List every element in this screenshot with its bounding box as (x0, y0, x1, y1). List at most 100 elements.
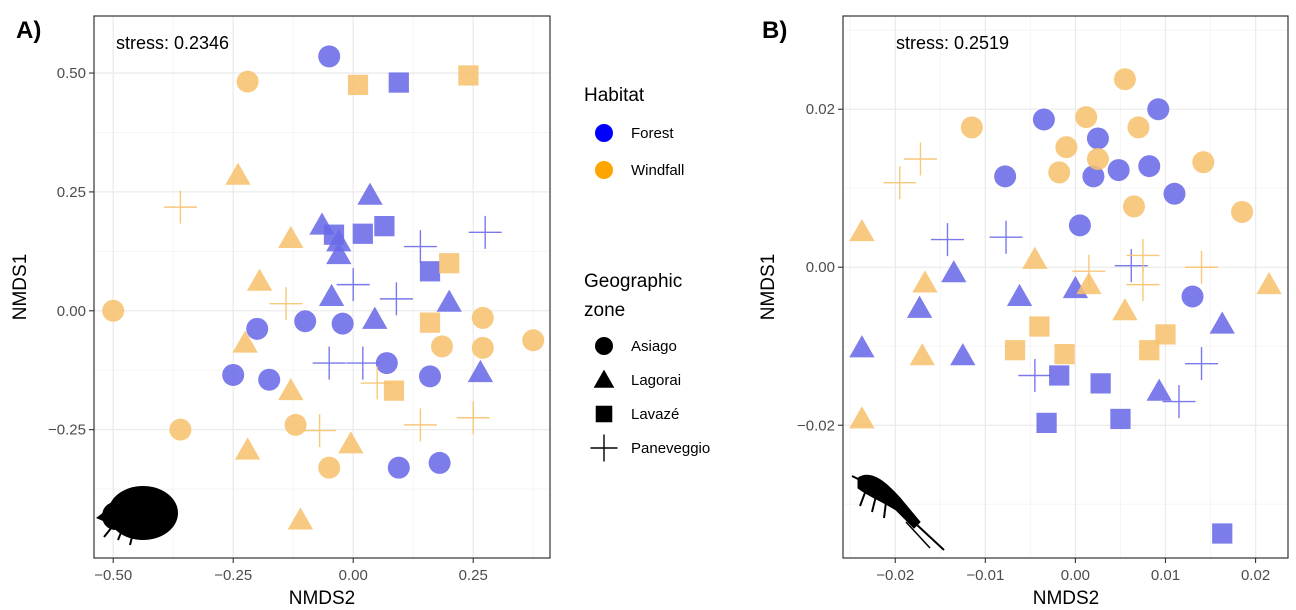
point-forest-triangle (318, 283, 345, 306)
point-windfall-plus (1185, 250, 1219, 284)
point-windfall-triangle (278, 377, 304, 401)
legend: Habitat Forest Windfall Geographic zone A… (584, 85, 710, 462)
point-windfall-square (383, 380, 405, 401)
point-forest-circle (1138, 155, 1161, 178)
legend-habitat-title: Habitat (584, 85, 645, 106)
point-forest-circle (1163, 182, 1186, 205)
point-windfall-triangle (1112, 298, 1138, 321)
point-windfall-plus (1126, 238, 1160, 272)
panel-b-y-axis-label: NMDS1 (758, 254, 779, 321)
point-forest-circle (1068, 214, 1091, 237)
panel-a-points (102, 45, 545, 530)
legend-key-circle (595, 337, 613, 355)
point-forest-triangle (326, 242, 352, 265)
y-tick-label: −0.25 (48, 422, 86, 439)
point-forest-circle (994, 165, 1017, 188)
point-windfall-circle (318, 456, 341, 479)
point-forest-plus (1018, 358, 1052, 392)
panel-a-grid (94, 16, 550, 558)
point-forest-plus (312, 346, 346, 380)
point-forest-plus (930, 223, 964, 257)
point-windfall-triangle (232, 330, 258, 353)
point-windfall-square (1029, 316, 1050, 337)
point-forest-plus (336, 268, 370, 302)
legend-zone-title-line2: zone (584, 300, 625, 321)
point-forest-circle (258, 368, 281, 391)
point-forest-square (1212, 523, 1233, 544)
point-windfall-circle (431, 335, 453, 358)
point-windfall-plus (1126, 268, 1160, 302)
legend-label-zone: Paneveggio (631, 440, 710, 457)
point-forest-plus (379, 282, 413, 316)
point-windfall-triangle (246, 268, 273, 291)
panel-a-x-ticks: −0.50 −0.25 0.00 0.25 (94, 558, 488, 584)
legend-key-triangle (593, 369, 615, 388)
point-forest-triangle (362, 306, 388, 329)
point-windfall-triangle (338, 431, 364, 454)
point-windfall-triangle (234, 437, 261, 460)
legend-habitat-items: Forest Windfall (595, 124, 684, 179)
panel-b-grid (843, 16, 1288, 558)
point-forest-circle (419, 365, 441, 388)
point-windfall-triangle (912, 270, 938, 293)
point-windfall-triangle (1022, 246, 1048, 269)
point-windfall-plus (903, 142, 937, 176)
legend-label-windfall: Windfall (631, 162, 684, 179)
point-forest-square (1090, 373, 1111, 394)
y-tick-label: 0.25 (57, 184, 86, 201)
point-forest-circle (1082, 165, 1105, 188)
point-windfall-circle (1048, 161, 1071, 184)
point-forest-plus (1162, 385, 1196, 419)
x-tick-label: 0.00 (1061, 567, 1090, 584)
point-forest-plus (1185, 347, 1219, 381)
panel-b-stress-label: stress: 0.2519 (896, 33, 1009, 53)
point-windfall-circle (522, 329, 545, 352)
point-windfall-plus (456, 401, 490, 435)
point-windfall-plus (403, 408, 437, 442)
point-windfall-circle (102, 299, 125, 322)
panel-a-border (93, 15, 551, 559)
panel-a-y-ticks: −0.25 0.00 0.25 0.50 (48, 65, 94, 439)
point-forest-circle (1032, 108, 1055, 131)
point-forest-circle (1107, 159, 1130, 182)
point-forest-triangle (941, 260, 967, 283)
y-tick-label: 0.02 (806, 101, 835, 118)
point-windfall-circle (960, 116, 983, 139)
point-forest-triangle (1146, 378, 1172, 401)
plot-background (843, 16, 1288, 558)
panel-a-label: A) (16, 17, 41, 44)
x-tick-label: −0.01 (966, 567, 1004, 584)
x-tick-label: 0.02 (1241, 567, 1270, 584)
point-forest-plus (468, 215, 502, 249)
point-windfall-square (1004, 340, 1026, 361)
point-forest-triangle (950, 343, 976, 366)
point-forest-triangle (849, 335, 875, 358)
point-windfall-circle (1113, 68, 1136, 91)
point-windfall-triangle (225, 162, 251, 185)
beetle-silhouette-icon (96, 486, 178, 546)
point-forest-circle (318, 45, 341, 68)
point-windfall-square (458, 65, 479, 86)
point-windfall-triangle (849, 219, 875, 242)
x-tick-label: 0.00 (339, 567, 368, 584)
point-windfall-plus (883, 166, 917, 200)
point-forest-circle (222, 363, 245, 386)
point-windfall-circle (169, 418, 192, 441)
point-windfall-circle (284, 413, 307, 436)
point-windfall-plus (163, 190, 197, 224)
point-forest-circle (331, 312, 354, 335)
y-tick-label: 0.00 (806, 259, 835, 276)
panel-a-stress-label: stress: 0.2346 (116, 33, 229, 53)
legend-label-zone: Lavazé (631, 406, 679, 423)
point-forest-square (374, 216, 395, 237)
point-forest-square (388, 72, 409, 93)
plot-background (94, 16, 550, 558)
point-windfall-circle (1122, 195, 1145, 218)
legend-key-forest (595, 124, 613, 142)
y-tick-label: 0.00 (57, 303, 86, 320)
point-windfall-square (439, 253, 460, 274)
point-forest-circle (1086, 127, 1109, 150)
legend-key-square (595, 405, 613, 423)
panel-b-y-ticks: −0.02 0.00 0.02 (797, 101, 843, 434)
point-windfall-plus (1072, 254, 1106, 288)
